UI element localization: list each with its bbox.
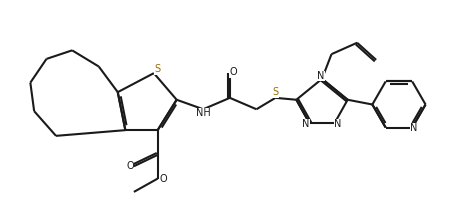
Text: N: N — [335, 120, 342, 129]
Text: O: O — [159, 174, 167, 184]
Text: S: S — [272, 87, 278, 97]
Text: O: O — [126, 161, 134, 171]
Text: N: N — [302, 120, 310, 129]
Text: N: N — [317, 71, 325, 81]
Text: O: O — [230, 67, 237, 77]
Text: N: N — [410, 124, 418, 134]
Text: NH: NH — [196, 108, 211, 118]
Text: S: S — [155, 64, 161, 74]
